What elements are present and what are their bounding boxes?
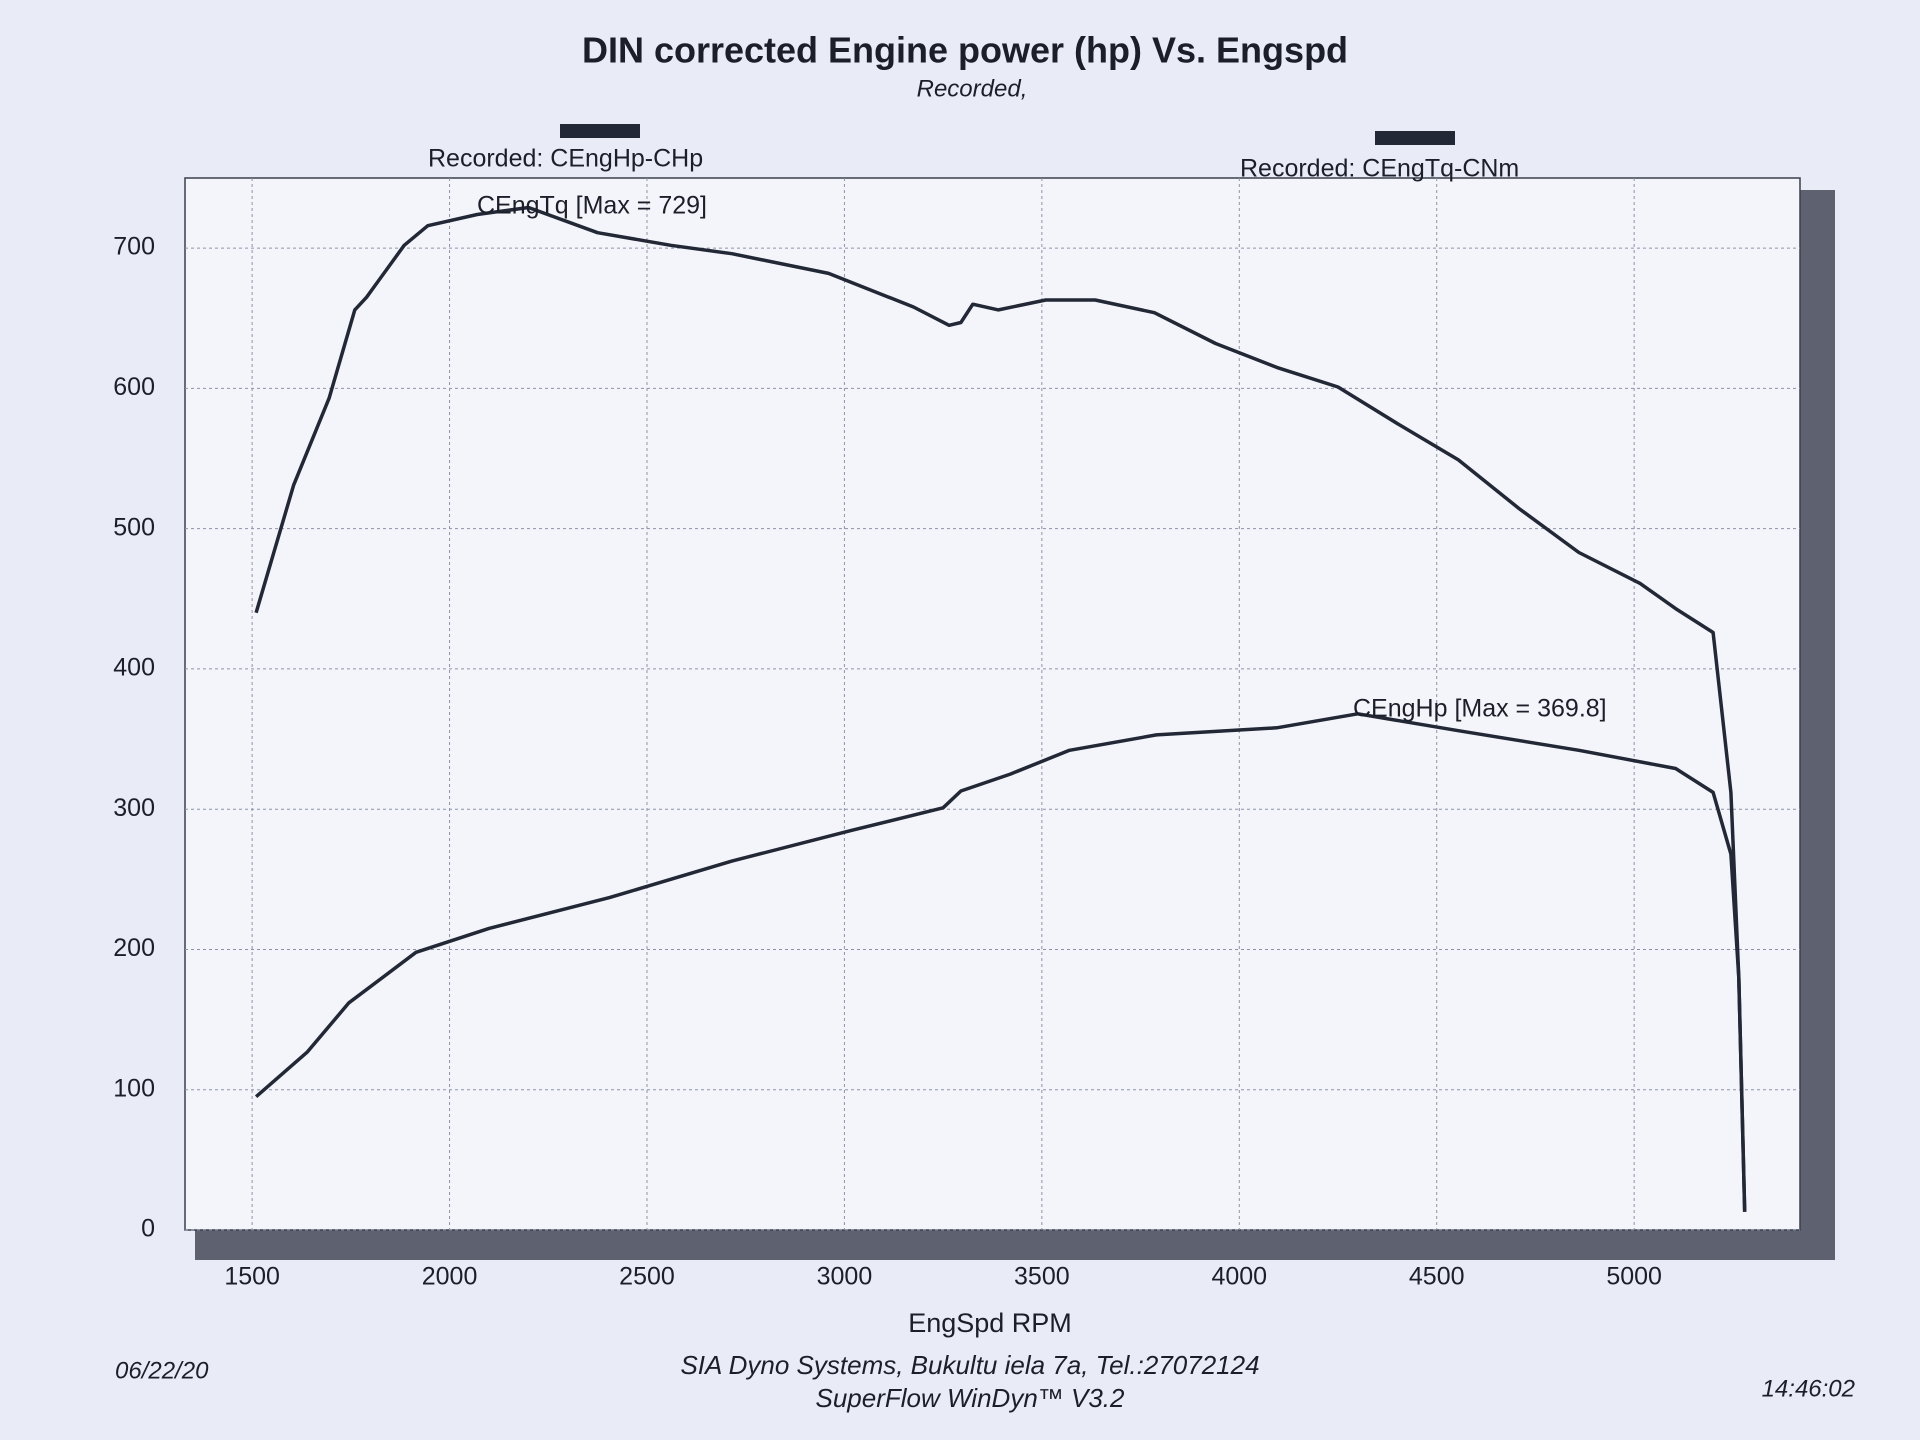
y-tick-label: 400 bbox=[113, 654, 155, 682]
x-tick-label: 5000 bbox=[1606, 1263, 1662, 1291]
x-tick-label: 1500 bbox=[224, 1263, 280, 1291]
y-tick-label: 500 bbox=[113, 513, 155, 541]
legend-swatch bbox=[1375, 131, 1455, 145]
x-tick-label: 2000 bbox=[422, 1263, 478, 1291]
x-tick-label: 2500 bbox=[619, 1263, 675, 1291]
series-line bbox=[254, 712, 1747, 1212]
x-tick-label: 3000 bbox=[817, 1263, 873, 1291]
y-tick-label: 300 bbox=[113, 794, 155, 822]
y-tick-label: 600 bbox=[113, 373, 155, 401]
legend-label: Recorded: CEngTq-CNm bbox=[1240, 155, 1519, 183]
series-annotation: CEngTq [Max = 729] bbox=[477, 192, 707, 220]
footer-time: 14:46:02 bbox=[1762, 1375, 1855, 1402]
x-tick-label: 4000 bbox=[1211, 1263, 1267, 1291]
y-tick-label: 700 bbox=[113, 233, 155, 261]
x-tick-label: 3500 bbox=[1014, 1263, 1070, 1291]
y-tick-label: 100 bbox=[113, 1074, 155, 1102]
plot-area bbox=[184, 177, 1801, 1231]
y-tick-label: 200 bbox=[113, 934, 155, 962]
series-line bbox=[254, 205, 1747, 1212]
footer-company: SIA Dyno Systems, Bukultu iela 7a, Tel.:… bbox=[680, 1350, 1259, 1380]
footer-software: SuperFlow WinDyn™ V3.2 bbox=[816, 1383, 1126, 1413]
y-tick-label: 0 bbox=[141, 1215, 155, 1243]
legend-swatch bbox=[560, 124, 640, 138]
chart-title: DIN corrected Engine power (hp) Vs. Engs… bbox=[582, 30, 1348, 71]
x-tick-label: 4500 bbox=[1409, 1263, 1465, 1291]
legend-label: Recorded: CEngHp-CHp bbox=[428, 145, 703, 173]
footer-date: 06/22/20 bbox=[115, 1357, 209, 1384]
x-axis-label: EngSpd RPM bbox=[908, 1308, 1072, 1338]
series-annotation: CEngHp [Max = 369.8] bbox=[1353, 695, 1607, 723]
chart-subtitle: Recorded, bbox=[917, 75, 1028, 102]
